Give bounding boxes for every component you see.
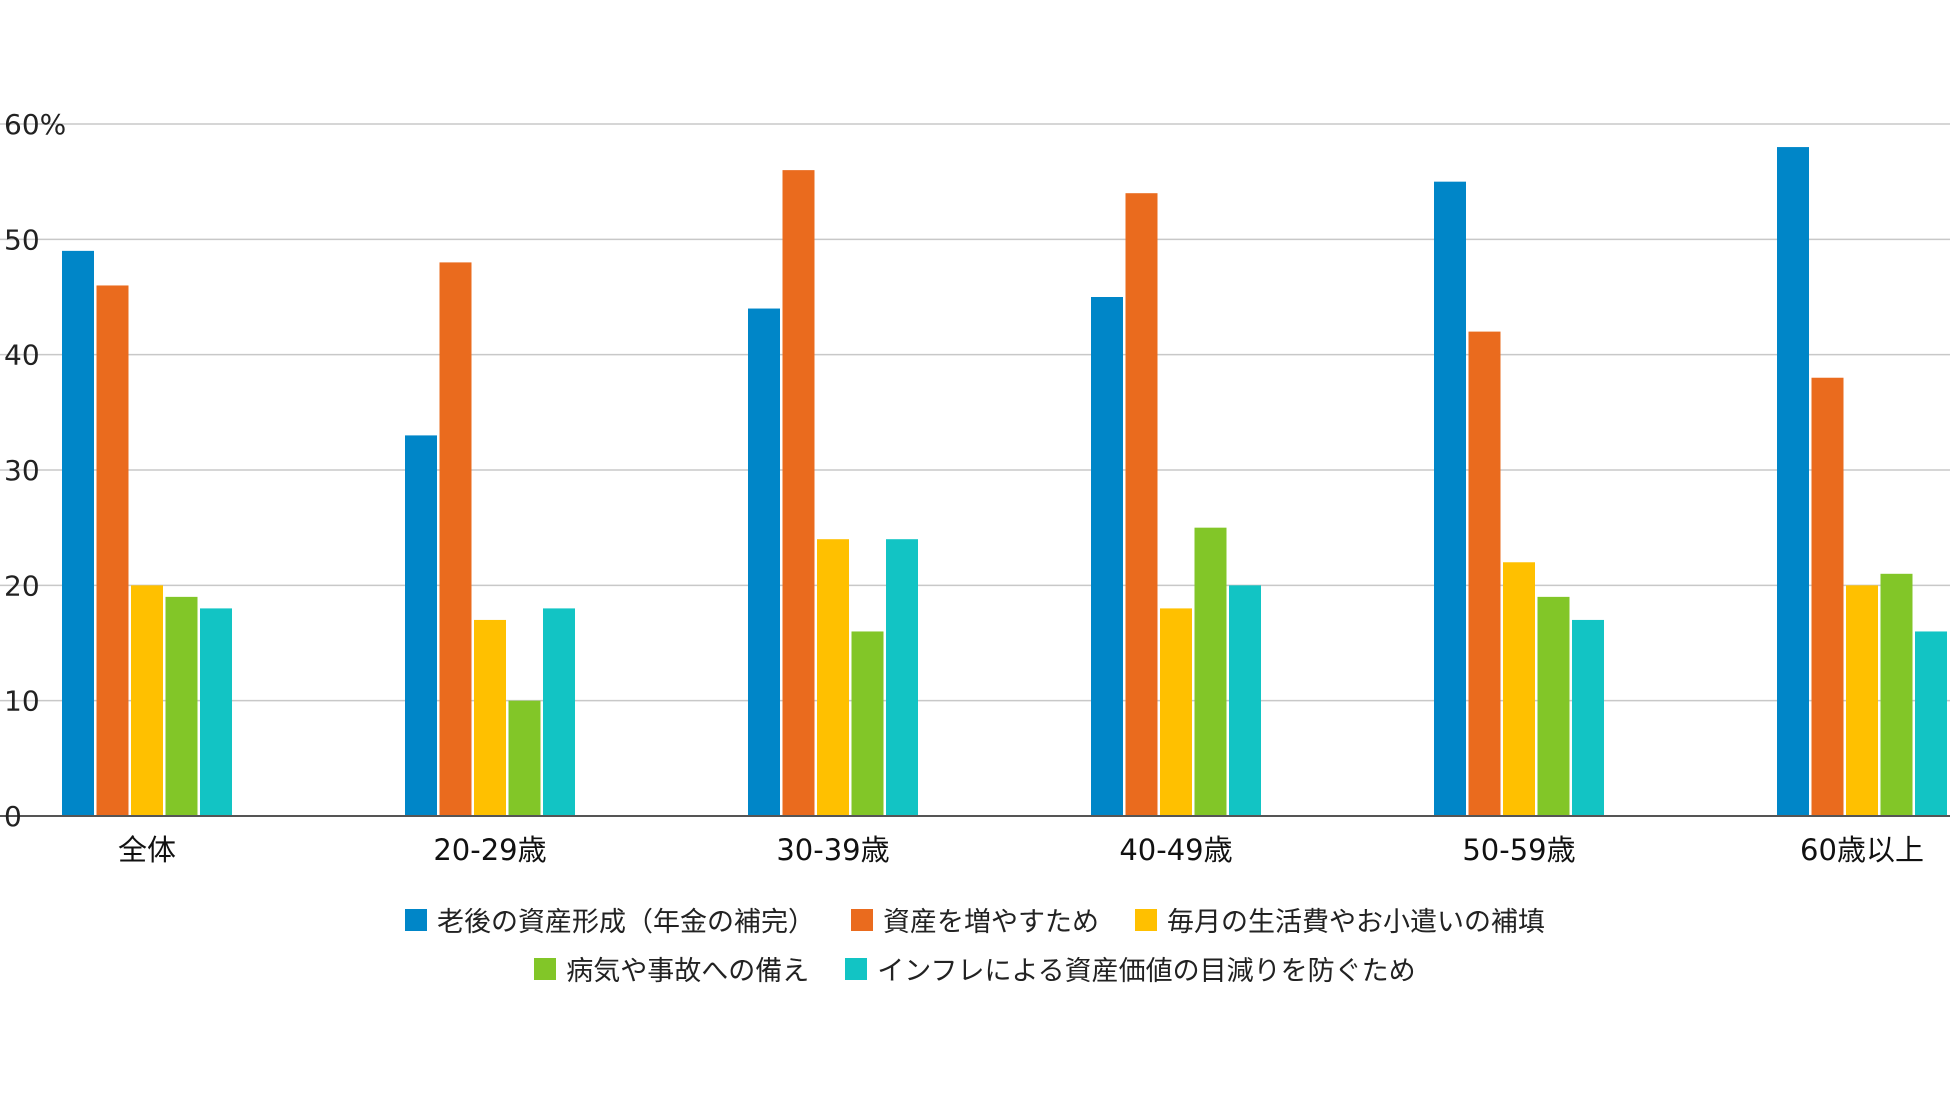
bar [1160, 608, 1192, 816]
bar [748, 308, 780, 816]
bar [508, 700, 541, 816]
legend-label: 毎月の生活費やお小遣いの補填 [1167, 907, 1545, 938]
legend-row: 病気や事故への備え インフレによる資産価値の目減りを防ぐため [534, 949, 1416, 988]
bar [474, 619, 506, 816]
x-category-label: 全体 [118, 833, 176, 867]
legend-item: 病気や事故への備え [534, 949, 809, 988]
legend-item: 毎月の生活費やお小遣いの補填 [1135, 900, 1545, 939]
bar [1194, 527, 1227, 816]
x-category-label: 60歳以上 [1800, 833, 1924, 867]
bar [1503, 562, 1535, 816]
bar [851, 631, 884, 816]
bar [1777, 147, 1809, 817]
bar [1915, 631, 1947, 816]
legend-item: 老後の資産形成（年金の補完） [405, 900, 815, 939]
bar [165, 596, 198, 816]
legend-swatch [534, 957, 557, 980]
bar [1434, 181, 1466, 816]
bar [1537, 596, 1570, 816]
y-tick-label: 30 [4, 454, 40, 487]
y-tick-label: 20 [4, 569, 40, 602]
bar-chart-svg: 0 10 20 30 40 50 60% 全体 20-29歳 30-39歳 40-49歳 50-59歳… [0, 108, 1950, 867]
bar [886, 539, 918, 816]
legend-swatch [1135, 908, 1157, 931]
y-tick-label: 50 [4, 223, 40, 256]
bar [1572, 619, 1604, 816]
bar [1846, 585, 1878, 816]
y-tick-label: 60% [4, 108, 66, 141]
bar [1811, 377, 1844, 816]
legend-swatch [405, 908, 427, 931]
bar [1880, 573, 1913, 816]
bars [62, 147, 1947, 817]
legend: 老後の資産形成（年金の補完） 資産を増やすため 毎月の生活費やお小遣いの補填病気や事… [0, 900, 1950, 988]
legend-item: 資産を増やすため [851, 900, 1099, 939]
x-category-label: 20-29歳 [433, 833, 546, 867]
legend-swatch [845, 957, 868, 980]
legend-label: インフレによる資産価値の目減りを防ぐため [877, 956, 1416, 987]
bar [131, 585, 163, 816]
x-category-label: 30-39歳 [776, 833, 889, 867]
legend-item: インフレによる資産価値の目減りを防ぐため [845, 949, 1416, 988]
legend-label: 病気や事故への備え [566, 956, 810, 987]
bar [439, 262, 472, 816]
bar [200, 608, 232, 816]
legend-row: 老後の資産形成（年金の補完） 資産を増やすため 毎月の生活費やお小遣いの補填 [405, 900, 1545, 939]
legend-label: 資産を増やすため [883, 907, 1099, 938]
legend-label: 老後の資産形成（年金の補完） [437, 907, 815, 938]
bar [96, 285, 129, 816]
bar [543, 608, 575, 816]
x-category-label: 50-59歳 [1462, 833, 1575, 867]
bar [1229, 585, 1261, 816]
bar [1091, 297, 1123, 816]
bar [817, 539, 849, 816]
y-tick-label: 0 [4, 800, 22, 833]
bar [1468, 331, 1501, 816]
x-category-label: 40-49歳 [1119, 833, 1232, 867]
bar [782, 170, 815, 817]
y-tick-label: 40 [4, 339, 40, 372]
bar [405, 435, 437, 816]
bar [1125, 193, 1158, 816]
gridlines [0, 123, 1950, 702]
y-tick-label: 10 [4, 685, 40, 718]
bar [62, 250, 94, 816]
tick-labels: 0 10 20 30 40 50 60% 全体 20-29歳 30-39歳 40-49歳 50-59歳… [4, 108, 1924, 867]
legend-swatch [851, 908, 873, 931]
